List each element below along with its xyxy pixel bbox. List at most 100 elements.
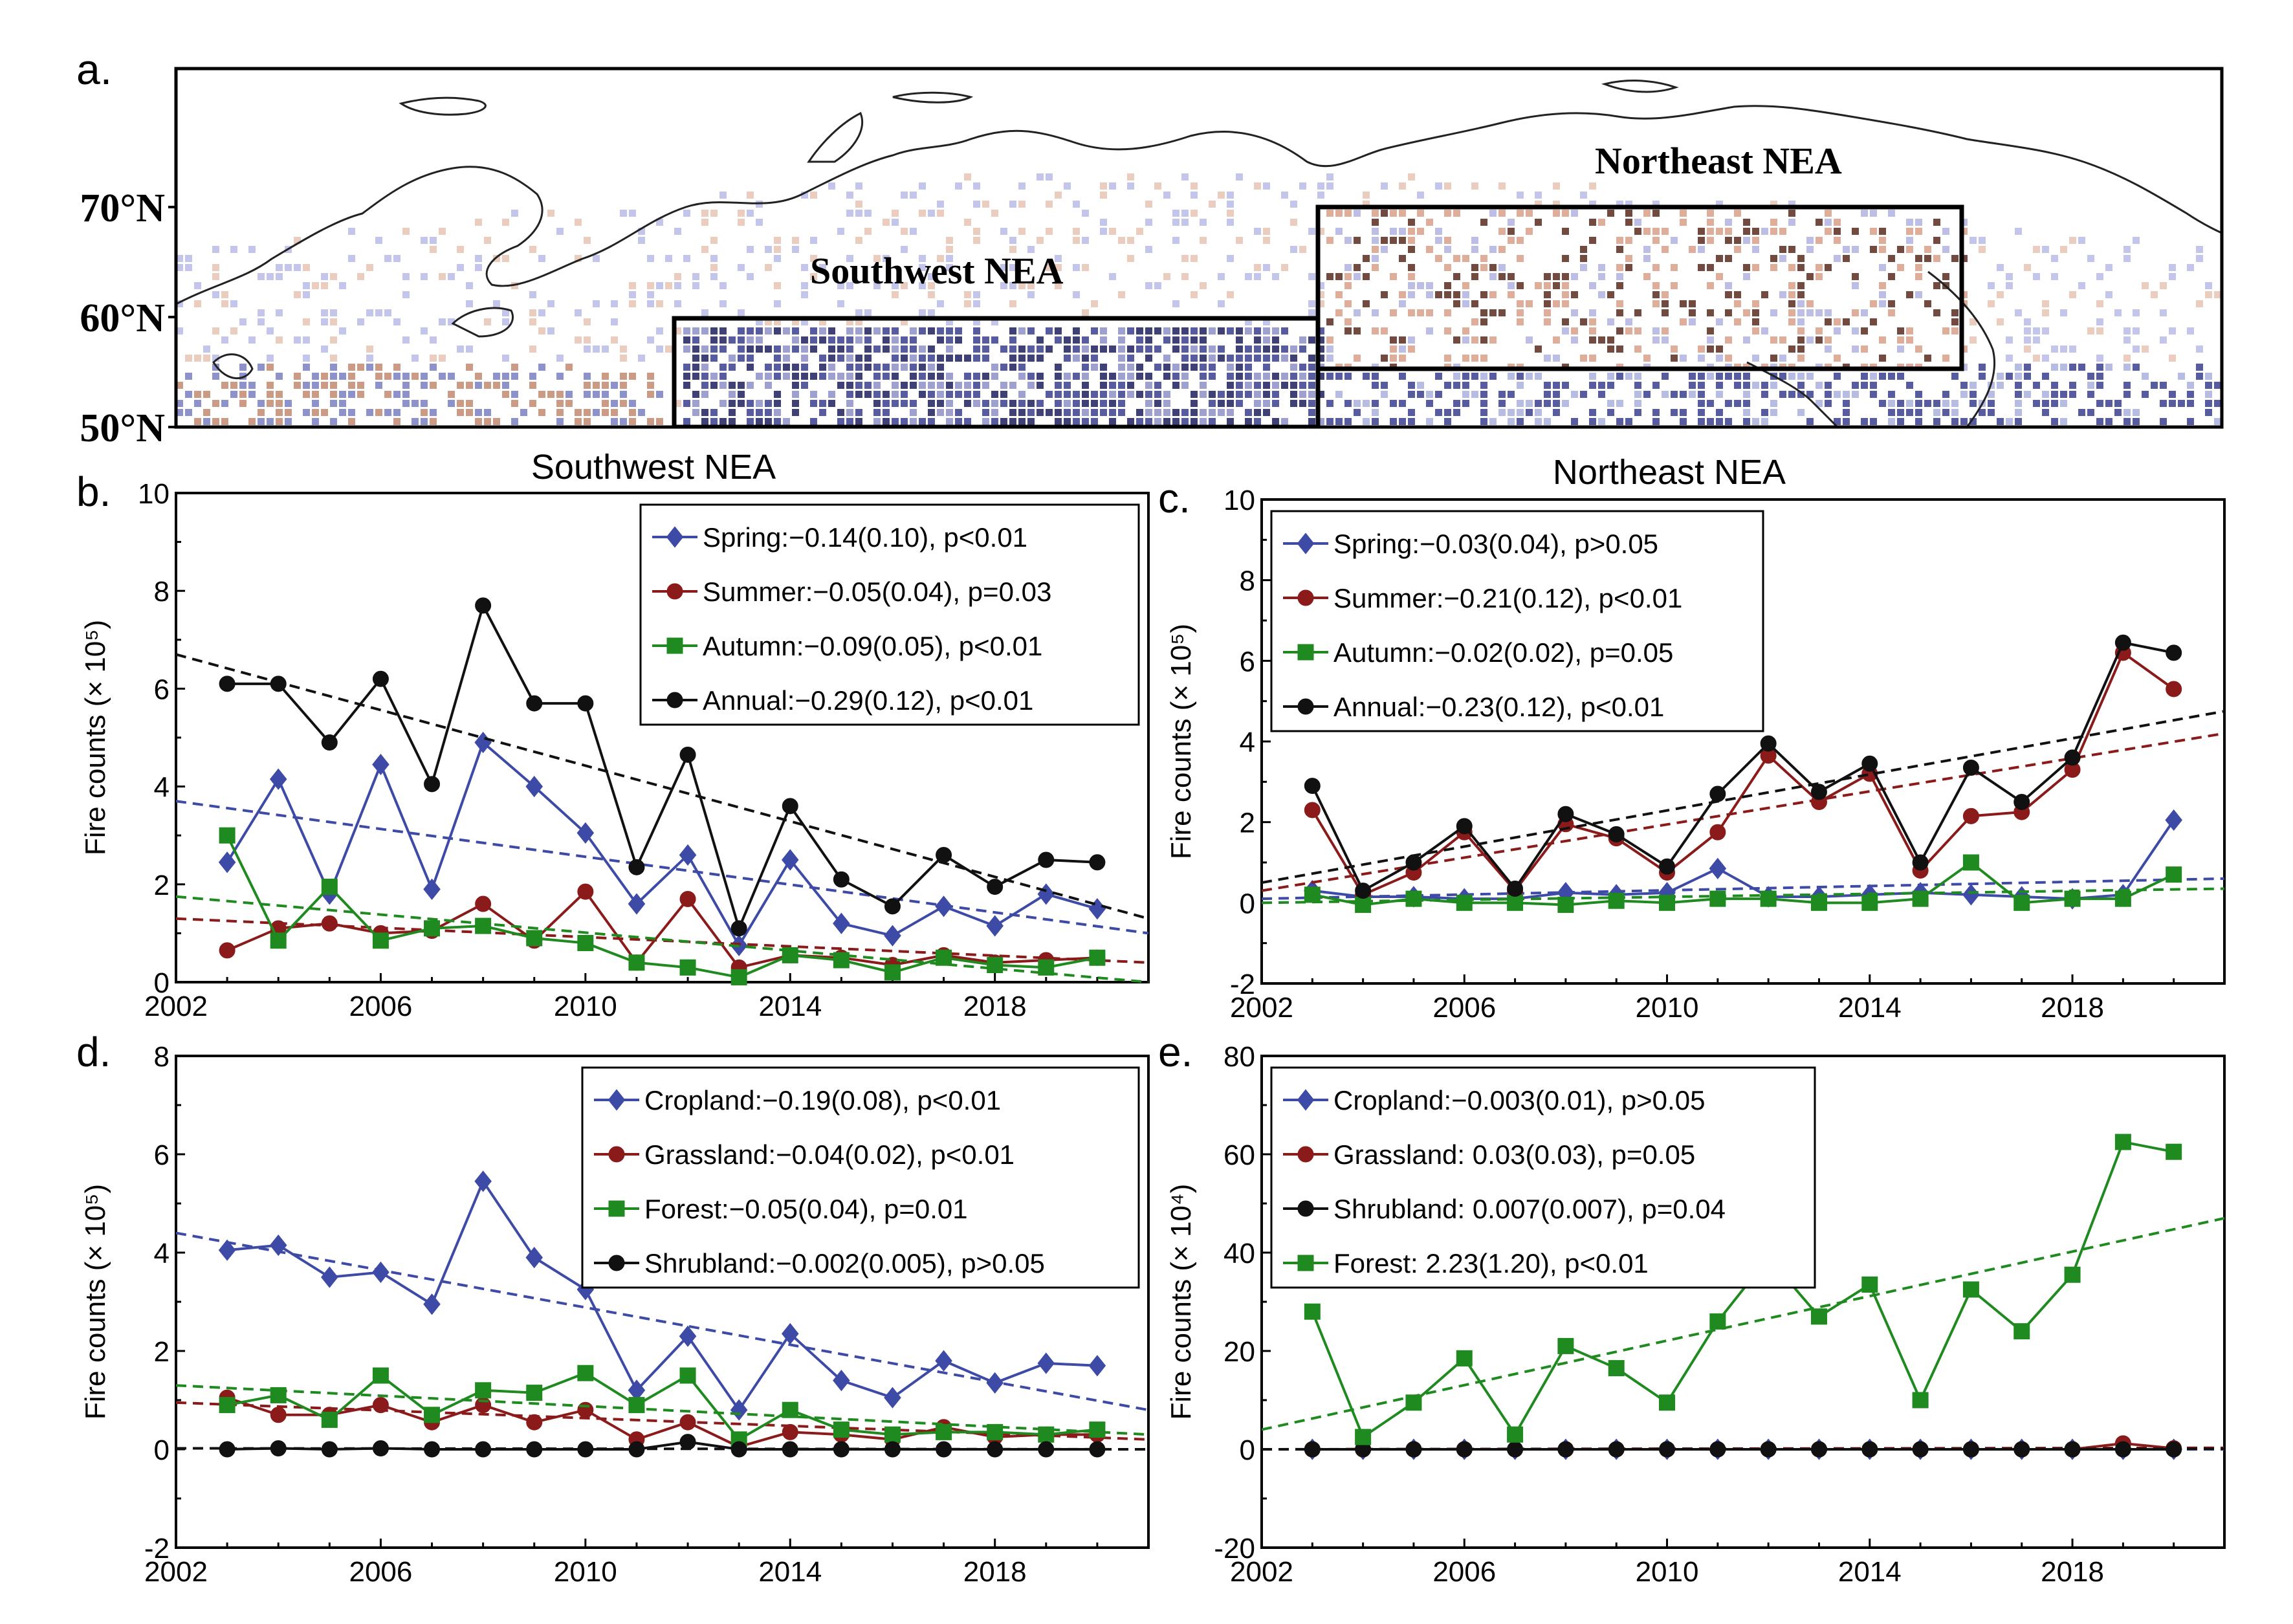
- data-point-cropland: [986, 1372, 1004, 1394]
- data-point-forest: [1912, 1392, 1929, 1409]
- y-tick-label: 2: [154, 870, 170, 901]
- data-point-annual: [2114, 634, 2131, 651]
- data-point-annual: [372, 670, 389, 687]
- data-point-autumn: [372, 932, 389, 949]
- data-point-cropland: [1037, 1352, 1055, 1374]
- legend-entry-annual: Annual:−0.23(0.12), p<0.01: [1333, 692, 1664, 722]
- data-point-forest: [1709, 1313, 1726, 1330]
- data-line-cropland: [226, 1178, 1097, 1412]
- y-tick-label: 10: [1223, 485, 1255, 516]
- data-point-forest: [1962, 1281, 1979, 1298]
- data-point-spring: [525, 775, 543, 798]
- data-point-shrubland: [1810, 1441, 1827, 1458]
- data-point-shrubland: [833, 1441, 850, 1458]
- data-point-forest: [475, 1382, 492, 1399]
- y-tick-label: 0: [1240, 888, 1255, 919]
- data-point-autumn: [936, 949, 952, 966]
- data-point-grassland: [526, 1414, 543, 1431]
- northeast-nea-label: Northeast NEA: [1595, 140, 1842, 182]
- data-point-autumn: [526, 930, 543, 947]
- data-line-forest: [226, 1371, 1098, 1442]
- data-point-forest: [2013, 1323, 2030, 1340]
- panel-e-chart: e. -20 0 20 40 60 80 2002 2006 2010 2014 2018 Fire c…: [1158, 1029, 2226, 1588]
- data-point-grassland: [270, 1407, 287, 1423]
- data-point-annual: [270, 675, 287, 692]
- x-tick-label: 2002: [1230, 992, 1293, 1024]
- data-point-shrubland: [1709, 1441, 1726, 1458]
- x-tick-label: 2018: [963, 1556, 1027, 1588]
- data-point-forest: [1861, 1276, 1878, 1293]
- data-point-annual: [782, 798, 798, 815]
- data-point-autumn: [2013, 894, 2030, 911]
- series-annual: [175, 597, 1149, 937]
- data-point-shrubland: [1659, 1441, 1676, 1458]
- legend-entry-summer: Summer:−0.05(0.04), p=0.03: [703, 576, 1051, 607]
- legend-marker-grassland: [608, 1146, 625, 1163]
- legend-marker-forest: [1297, 1255, 1314, 1271]
- legend-box: [581, 1066, 1140, 1289]
- data-point-annual: [1709, 785, 1726, 802]
- data-point-annual: [1304, 778, 1321, 795]
- legend-c: Spring:−0.03(0.04), p>0.05 Summer:−0.21(0…: [1270, 510, 1764, 732]
- data-point-shrubland: [1405, 1441, 1422, 1458]
- data-point-shrubland: [219, 1441, 236, 1458]
- lat-label-60: 60°N: [80, 296, 165, 340]
- data-point-cropland: [372, 1261, 389, 1284]
- x-tick-label: 2002: [144, 991, 208, 1022]
- data-point-annual: [577, 695, 594, 712]
- legend-marker-cropland: [608, 1089, 626, 1111]
- data-point-shrubland: [1507, 1441, 1524, 1458]
- trend-line-annual: [1261, 710, 2225, 884]
- y-tick-label: 40: [1223, 1238, 1255, 1269]
- data-point-spring: [1037, 883, 1055, 905]
- data-point-autumn: [1608, 892, 1625, 909]
- data-point-cropland: [1088, 1355, 1106, 1377]
- data-point-summer: [1304, 802, 1321, 818]
- series-cropland: [175, 1170, 1149, 1421]
- data-point-cropland: [218, 1239, 236, 1261]
- data-point-forest: [1557, 1337, 1574, 1354]
- trend-line-forest: [175, 1384, 1149, 1436]
- data-line-grassland: [226, 1396, 1097, 1449]
- data-point-autumn: [628, 954, 645, 971]
- legend-box: [1270, 510, 1764, 732]
- legend-entry-autumn: Autumn:−0.02(0.02), p=0.05: [1333, 637, 1673, 668]
- data-point-forest: [628, 1397, 645, 1414]
- data-point-annual: [1038, 851, 1055, 868]
- data-point-annual: [1760, 735, 1777, 752]
- data-line-spring: [1312, 819, 2175, 901]
- data-point-grassland: [372, 1397, 389, 1414]
- data-point-annual: [424, 776, 441, 793]
- y-tick-label: 6: [154, 674, 170, 705]
- data-point-spring: [833, 912, 850, 934]
- northeast-nea-box: [1315, 204, 1964, 371]
- legend-entry-autumn: Autumn:−0.09(0.05), p<0.01: [703, 631, 1042, 661]
- data-point-shrubland: [679, 1434, 696, 1451]
- data-point-autumn: [1405, 890, 1422, 907]
- legend-entry-spring: Spring:−0.14(0.10), p<0.01: [703, 522, 1027, 553]
- data-point-autumn: [219, 827, 236, 844]
- panel-b-chart: b. Southwest NEA 0 2 4 6 8 10 2002 2006 2010 2014 20…: [76, 448, 1150, 1022]
- legend-marker-shrubland: [1297, 1200, 1314, 1217]
- legend-box: [639, 503, 1140, 726]
- legend-marker-autumn: [1297, 644, 1314, 661]
- data-point-shrubland: [1038, 1441, 1055, 1458]
- data-point-cropland: [269, 1234, 287, 1256]
- data-line-autumn: [1311, 861, 2175, 906]
- data-point-shrubland: [1557, 1441, 1574, 1458]
- legend-entry-summer: Summer:−0.21(0.12), p<0.01: [1333, 583, 1682, 613]
- data-point-cropland: [884, 1387, 901, 1409]
- legend-entry-forest: Forest: 2.23(1.20), p<0.01: [1333, 1248, 1649, 1278]
- series-shrubland: [1261, 1441, 2225, 1458]
- y-tick-label: 4: [154, 772, 170, 804]
- data-point-forest: [1659, 1394, 1676, 1411]
- data-point-shrubland: [475, 1441, 492, 1458]
- x-tick-label: 2014: [1838, 992, 1902, 1024]
- data-point-forest: [321, 1411, 338, 1428]
- data-point-spring: [1962, 884, 1980, 906]
- y-tick-label: 80: [1223, 1041, 1255, 1073]
- data-point-autumn: [2166, 866, 2182, 883]
- data-point-cropland: [321, 1266, 338, 1288]
- data-point-shrubland: [270, 1440, 287, 1456]
